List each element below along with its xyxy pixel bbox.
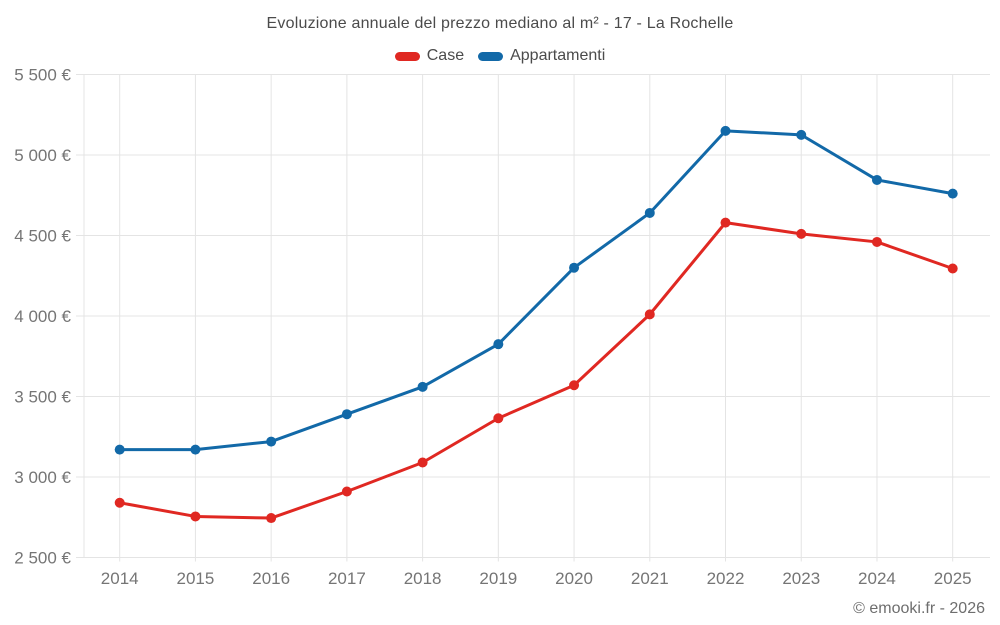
- x-axis-label: 2021: [631, 569, 669, 588]
- x-axis-label: 2014: [101, 569, 139, 588]
- appartamenti-point-2018[interactable]: [417, 381, 428, 392]
- case-point-2015[interactable]: [190, 511, 201, 522]
- case-point-2020[interactable]: [569, 380, 580, 391]
- chart-title: Evoluzione annuale del prezzo mediano al…: [266, 15, 734, 32]
- appartamenti-point-2024[interactable]: [871, 174, 882, 185]
- x-axis-label: 2018: [404, 569, 442, 588]
- y-axis-label: 5 500 €: [14, 66, 71, 85]
- legend-label-appartamenti: Appartamenti: [510, 47, 606, 64]
- appartamenti-point-2015[interactable]: [190, 444, 201, 455]
- x-axis-label: 2023: [782, 569, 820, 588]
- y-axis-label: 2 500 €: [14, 549, 71, 568]
- copyright-text: © emooki.fr - 2026: [853, 600, 985, 617]
- y-axis-label: 4 500 €: [14, 227, 71, 246]
- case-point-2019[interactable]: [493, 413, 504, 424]
- x-axis-label: 2019: [479, 569, 517, 588]
- appartamenti-point-2021[interactable]: [644, 207, 655, 218]
- x-axis-label: 2024: [858, 569, 896, 588]
- legend-item-case[interactable]: Case: [394, 47, 465, 65]
- appartamenti-point-2014[interactable]: [114, 444, 125, 455]
- appartamenti-point-2025[interactable]: [947, 188, 958, 199]
- case-point-2014[interactable]: [114, 497, 125, 508]
- legend-item-appartamenti[interactable]: Appartamenti: [478, 47, 605, 65]
- case-point-2016[interactable]: [266, 513, 277, 524]
- appartamenti-series-swatch: [478, 51, 504, 61]
- y-axis-label: 3 500 €: [14, 388, 71, 407]
- x-axis-label: 2022: [707, 569, 745, 588]
- x-axis-label: 2016: [252, 569, 290, 588]
- y-axis-label: 5 000 €: [14, 146, 71, 165]
- case-point-2024[interactable]: [871, 236, 882, 247]
- case-point-2023[interactable]: [796, 228, 807, 239]
- case-point-2022[interactable]: [720, 217, 731, 228]
- appartamenti-point-2020[interactable]: [569, 262, 580, 273]
- case-series-swatch: [394, 51, 420, 61]
- x-axis-label: 2017: [328, 569, 366, 588]
- case-line: [118, 221, 955, 520]
- appartamenti-point-2019[interactable]: [493, 339, 504, 350]
- y-axis-label: 4 000 €: [14, 307, 71, 326]
- x-axis-label: 2015: [177, 569, 215, 588]
- legend-label-case: Case: [426, 47, 465, 64]
- appartamenti-point-2016[interactable]: [266, 436, 277, 447]
- appartamenti-point-2017[interactable]: [341, 409, 352, 420]
- case-point-2018[interactable]: [417, 457, 428, 468]
- appartamenti-line: [118, 129, 955, 452]
- legend: Case Appartamenti: [0, 47, 1000, 65]
- x-axis-label: 2020: [555, 569, 593, 588]
- appartamenti-point-2023[interactable]: [796, 129, 807, 140]
- case-point-2021[interactable]: [644, 309, 655, 320]
- case-point-2017[interactable]: [341, 486, 352, 497]
- appartamenti-point-2022[interactable]: [720, 125, 731, 136]
- case-point-2025[interactable]: [947, 263, 958, 274]
- x-axis-label: 2025: [934, 569, 972, 588]
- y-axis-label: 3 000 €: [14, 468, 71, 487]
